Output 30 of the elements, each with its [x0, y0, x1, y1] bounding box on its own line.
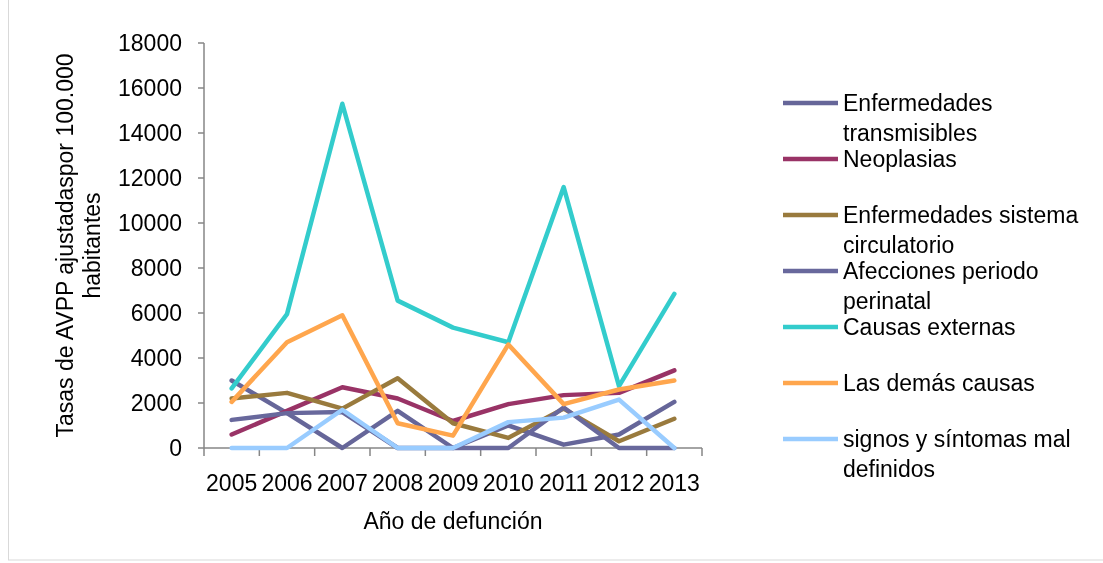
x-tick-label: 2005 [206, 470, 258, 496]
x-tick-label: 2009 [427, 470, 479, 496]
x-tick-label: 2006 [261, 470, 313, 496]
y-tick-label: 10000 [118, 210, 182, 236]
y-tick-label: 6000 [130, 300, 182, 326]
x-tick-label: 2010 [482, 470, 534, 496]
x-tick-label: 2011 [538, 470, 589, 496]
y-tick-label: 0 [169, 435, 182, 461]
legend-label: signos y síntomas mal definidos [843, 426, 1071, 482]
y-tick-label: 16000 [118, 75, 182, 101]
y-tick-label: 12000 [118, 165, 182, 191]
x-tick-label: 2008 [372, 470, 424, 496]
line-series [229, 313, 677, 438]
y-axis-title: Tasas de AVPP ajustadaspor 100.000 habitantes [52, 53, 105, 438]
legend-label: Las demás causas [843, 370, 1035, 396]
legend-label: Enfermedades sistema circulatorio [843, 202, 1079, 258]
x-axis-title: Año de defunción [363, 508, 543, 534]
y-tick-label: 18000 [118, 30, 182, 56]
legend-label: Enfermedades transmisibles [843, 90, 993, 146]
x-tick-label: 2007 [316, 470, 368, 496]
x-tick-label: 2012 [593, 470, 645, 496]
y-tick-label: 14000 [118, 120, 182, 146]
y-tick-label: 2000 [130, 390, 182, 416]
legend-label: Afecciones periodo perinatal [843, 258, 1039, 314]
legend-label: Neoplasias [843, 146, 957, 172]
x-tick-label: 2013 [648, 470, 700, 496]
legend-label: Causas externas [843, 314, 1016, 340]
y-tick-label: 8000 [130, 255, 182, 281]
y-tick-label: 4000 [130, 345, 182, 371]
line-series [229, 101, 677, 391]
